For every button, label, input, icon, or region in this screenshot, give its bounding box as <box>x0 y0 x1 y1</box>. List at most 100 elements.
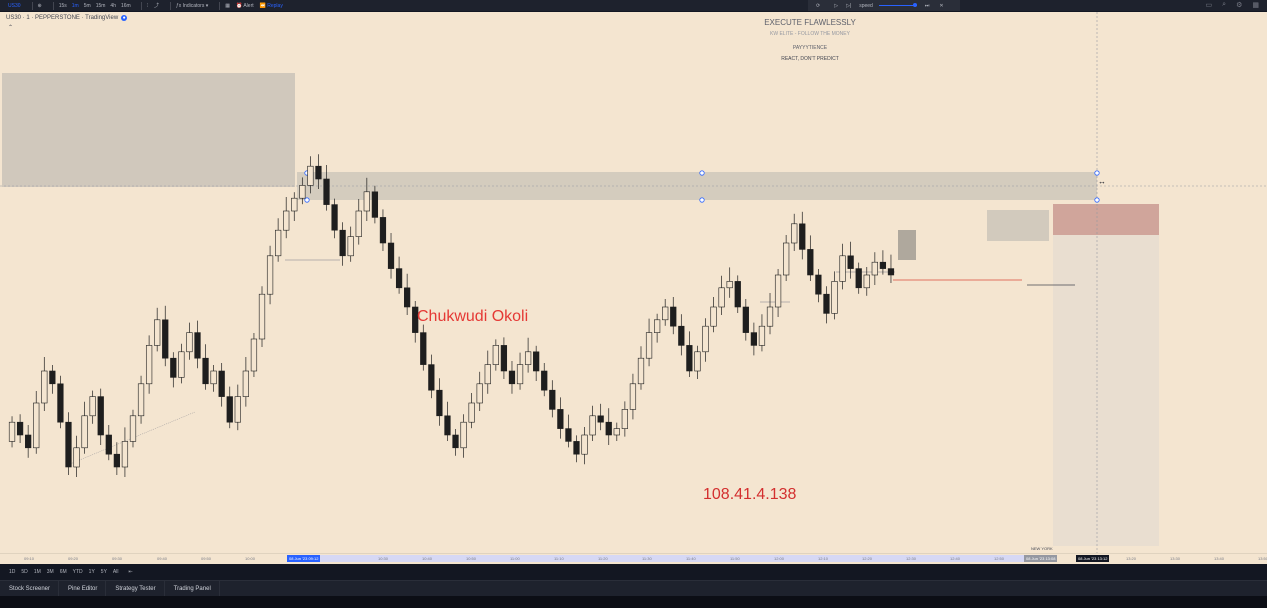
candle-body[interactable] <box>436 389 443 417</box>
candle-body[interactable] <box>178 351 185 378</box>
candle-body[interactable] <box>307 165 314 186</box>
candle-body[interactable] <box>266 255 274 295</box>
candle-body[interactable] <box>8 421 16 442</box>
candle-body[interactable] <box>573 441 580 455</box>
replay-select-bar-icon[interactable]: ⟳ <box>816 2 821 9</box>
candle-body[interactable] <box>871 261 878 276</box>
candle-body[interactable] <box>662 306 669 321</box>
target-zone[interactable] <box>987 210 1049 241</box>
candle-body[interactable] <box>428 364 435 391</box>
range-button-all[interactable]: All <box>112 569 119 575</box>
zone-handle[interactable] <box>699 197 705 203</box>
candle-body[interactable] <box>686 345 693 372</box>
candle-body[interactable] <box>355 210 362 237</box>
time-axis[interactable]: 09:10 09:20 09:30 09:40 09:50 10:00 10:30 10:40… <box>0 553 1267 564</box>
candle-body[interactable] <box>613 428 620 436</box>
candle-body[interactable] <box>750 332 758 346</box>
supply-zone[interactable] <box>2 73 295 187</box>
candle-body[interactable] <box>452 434 459 449</box>
range-button-1m[interactable]: 1M <box>33 569 41 575</box>
range-button-6m[interactable]: 6M <box>59 569 67 575</box>
candle-body[interactable] <box>412 306 419 333</box>
candle-body[interactable] <box>476 383 483 404</box>
candle-body[interactable] <box>347 236 354 257</box>
candle-body[interactable] <box>766 306 774 327</box>
candle-body[interactable] <box>129 415 137 442</box>
candle-body[interactable] <box>589 415 596 436</box>
replay-play-icon[interactable]: ▷ <box>834 2 839 9</box>
replay-close-icon[interactable]: ✕ <box>939 2 944 9</box>
candle-body[interactable] <box>16 421 24 436</box>
candle-body[interactable] <box>718 287 725 308</box>
candle-body[interactable] <box>154 319 161 346</box>
candle-body[interactable] <box>218 370 225 397</box>
candle-body[interactable] <box>420 332 427 365</box>
candle-body[interactable] <box>484 364 491 385</box>
candle-body[interactable] <box>162 319 169 359</box>
candle-body[interactable] <box>404 287 411 308</box>
candle-body[interactable] <box>242 370 249 397</box>
panel-tab-trading-panel[interactable]: Trading Panel <box>165 581 220 597</box>
candle-body[interactable] <box>65 421 72 468</box>
candle-body[interactable] <box>887 268 895 276</box>
candle-body[interactable] <box>234 396 241 423</box>
layout-icon[interactable]: ▦ <box>225 2 230 9</box>
candle-body[interactable] <box>726 281 733 289</box>
candle-body[interactable] <box>323 178 330 205</box>
candle-body[interactable] <box>645 332 653 359</box>
candle-body[interactable] <box>823 293 830 314</box>
candle-body[interactable] <box>460 421 467 449</box>
candle-body[interactable] <box>549 389 556 410</box>
candle-body[interactable] <box>258 293 266 340</box>
indicators-button[interactable]: ƒx Indicators ▾ <box>176 2 209 9</box>
add-symbol-icon[interactable]: ⊕ <box>37 2 42 9</box>
range-button-5y[interactable]: 5Y <box>100 569 107 575</box>
replay-jump-icon[interactable]: ⏭ <box>924 2 930 9</box>
candle-body[interactable] <box>41 370 48 404</box>
candle-body[interactable] <box>395 268 403 289</box>
candle-body[interactable] <box>831 281 838 314</box>
candle-body[interactable] <box>283 210 290 231</box>
candle-body[interactable] <box>379 217 387 244</box>
candle-body[interactable] <box>121 441 129 468</box>
candle-body[interactable] <box>170 357 177 378</box>
candle-body[interactable] <box>275 229 282 257</box>
candle-body[interactable] <box>194 332 201 359</box>
panel-tab-pine-editor[interactable]: Pine Editor <box>59 581 107 597</box>
candle-body[interactable] <box>742 306 749 333</box>
zone-handle[interactable] <box>1094 197 1100 203</box>
candle-body[interactable] <box>855 268 862 289</box>
candle-body[interactable] <box>363 191 370 212</box>
candle-body[interactable] <box>678 325 685 346</box>
candle-body[interactable] <box>533 351 540 372</box>
candle-body[interactable] <box>654 319 661 333</box>
candle-body[interactable] <box>516 364 524 385</box>
candle-body[interactable] <box>500 345 508 372</box>
candle-body[interactable] <box>250 338 258 372</box>
candle-body[interactable] <box>670 306 677 327</box>
candle-body[interactable] <box>863 274 870 289</box>
candle-body[interactable] <box>49 370 56 385</box>
stop-zone[interactable] <box>1053 204 1159 235</box>
candle-body[interactable] <box>605 421 612 436</box>
fullscreen-icon[interactable]: ▦ <box>1252 2 1259 9</box>
candle-body[interactable] <box>815 274 822 295</box>
candle-body[interactable] <box>807 249 814 276</box>
candle-body[interactable] <box>734 281 741 308</box>
symbol-search-button[interactable]: US30 <box>8 2 21 9</box>
candle-body[interactable] <box>299 185 306 199</box>
candle-body[interactable] <box>637 357 645 385</box>
candle-body[interactable] <box>57 383 64 423</box>
candle-body[interactable] <box>331 204 338 231</box>
candle-body[interactable] <box>791 223 798 244</box>
zone-handle[interactable] <box>699 170 705 176</box>
interval-15s[interactable]: 15s <box>58 2 67 9</box>
replay-speed-slider[interactable] <box>878 3 917 7</box>
chart-type-icon[interactable]: ⫶ <box>146 2 148 9</box>
panel-tab-strategy-tester[interactable]: Strategy Tester <box>106 581 165 597</box>
candle-body[interactable] <box>565 428 572 442</box>
candle-body[interactable] <box>210 370 217 385</box>
zone-handle[interactable] <box>304 197 310 203</box>
candle-body[interactable] <box>97 396 104 436</box>
panel-tab-stock-screener[interactable]: Stock Screener <box>0 581 60 597</box>
